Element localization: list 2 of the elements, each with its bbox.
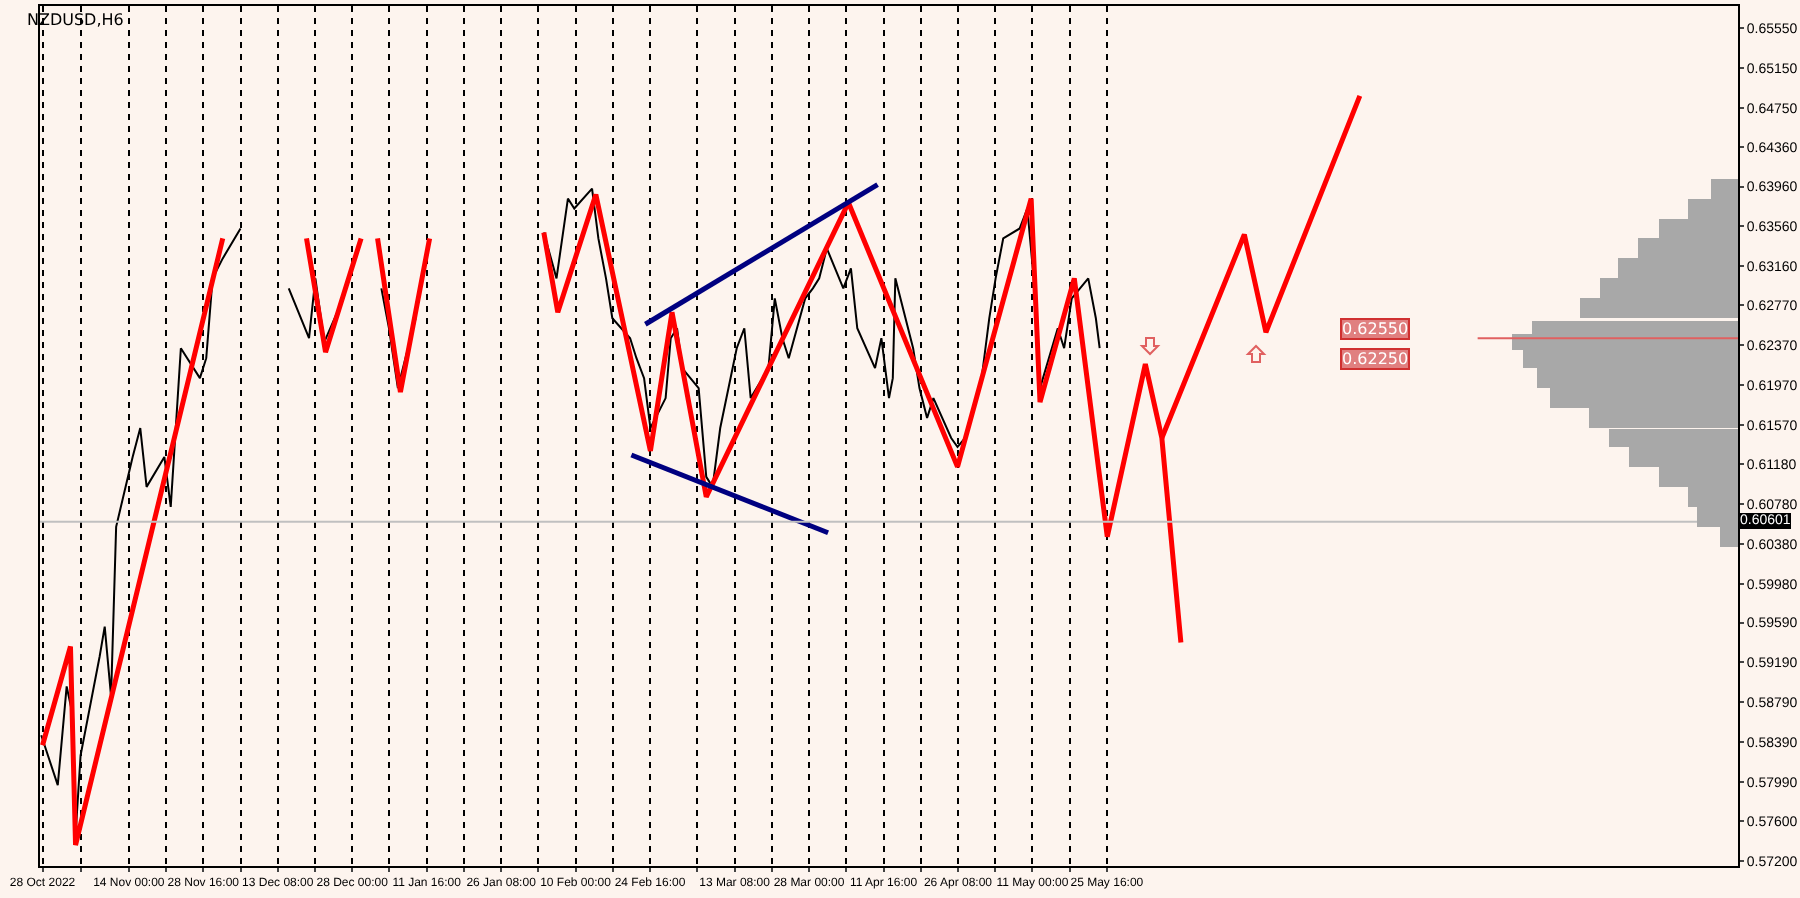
- annotation: 0.62550: [1342, 320, 1409, 338]
- annotation: 0.62250: [1342, 350, 1409, 368]
